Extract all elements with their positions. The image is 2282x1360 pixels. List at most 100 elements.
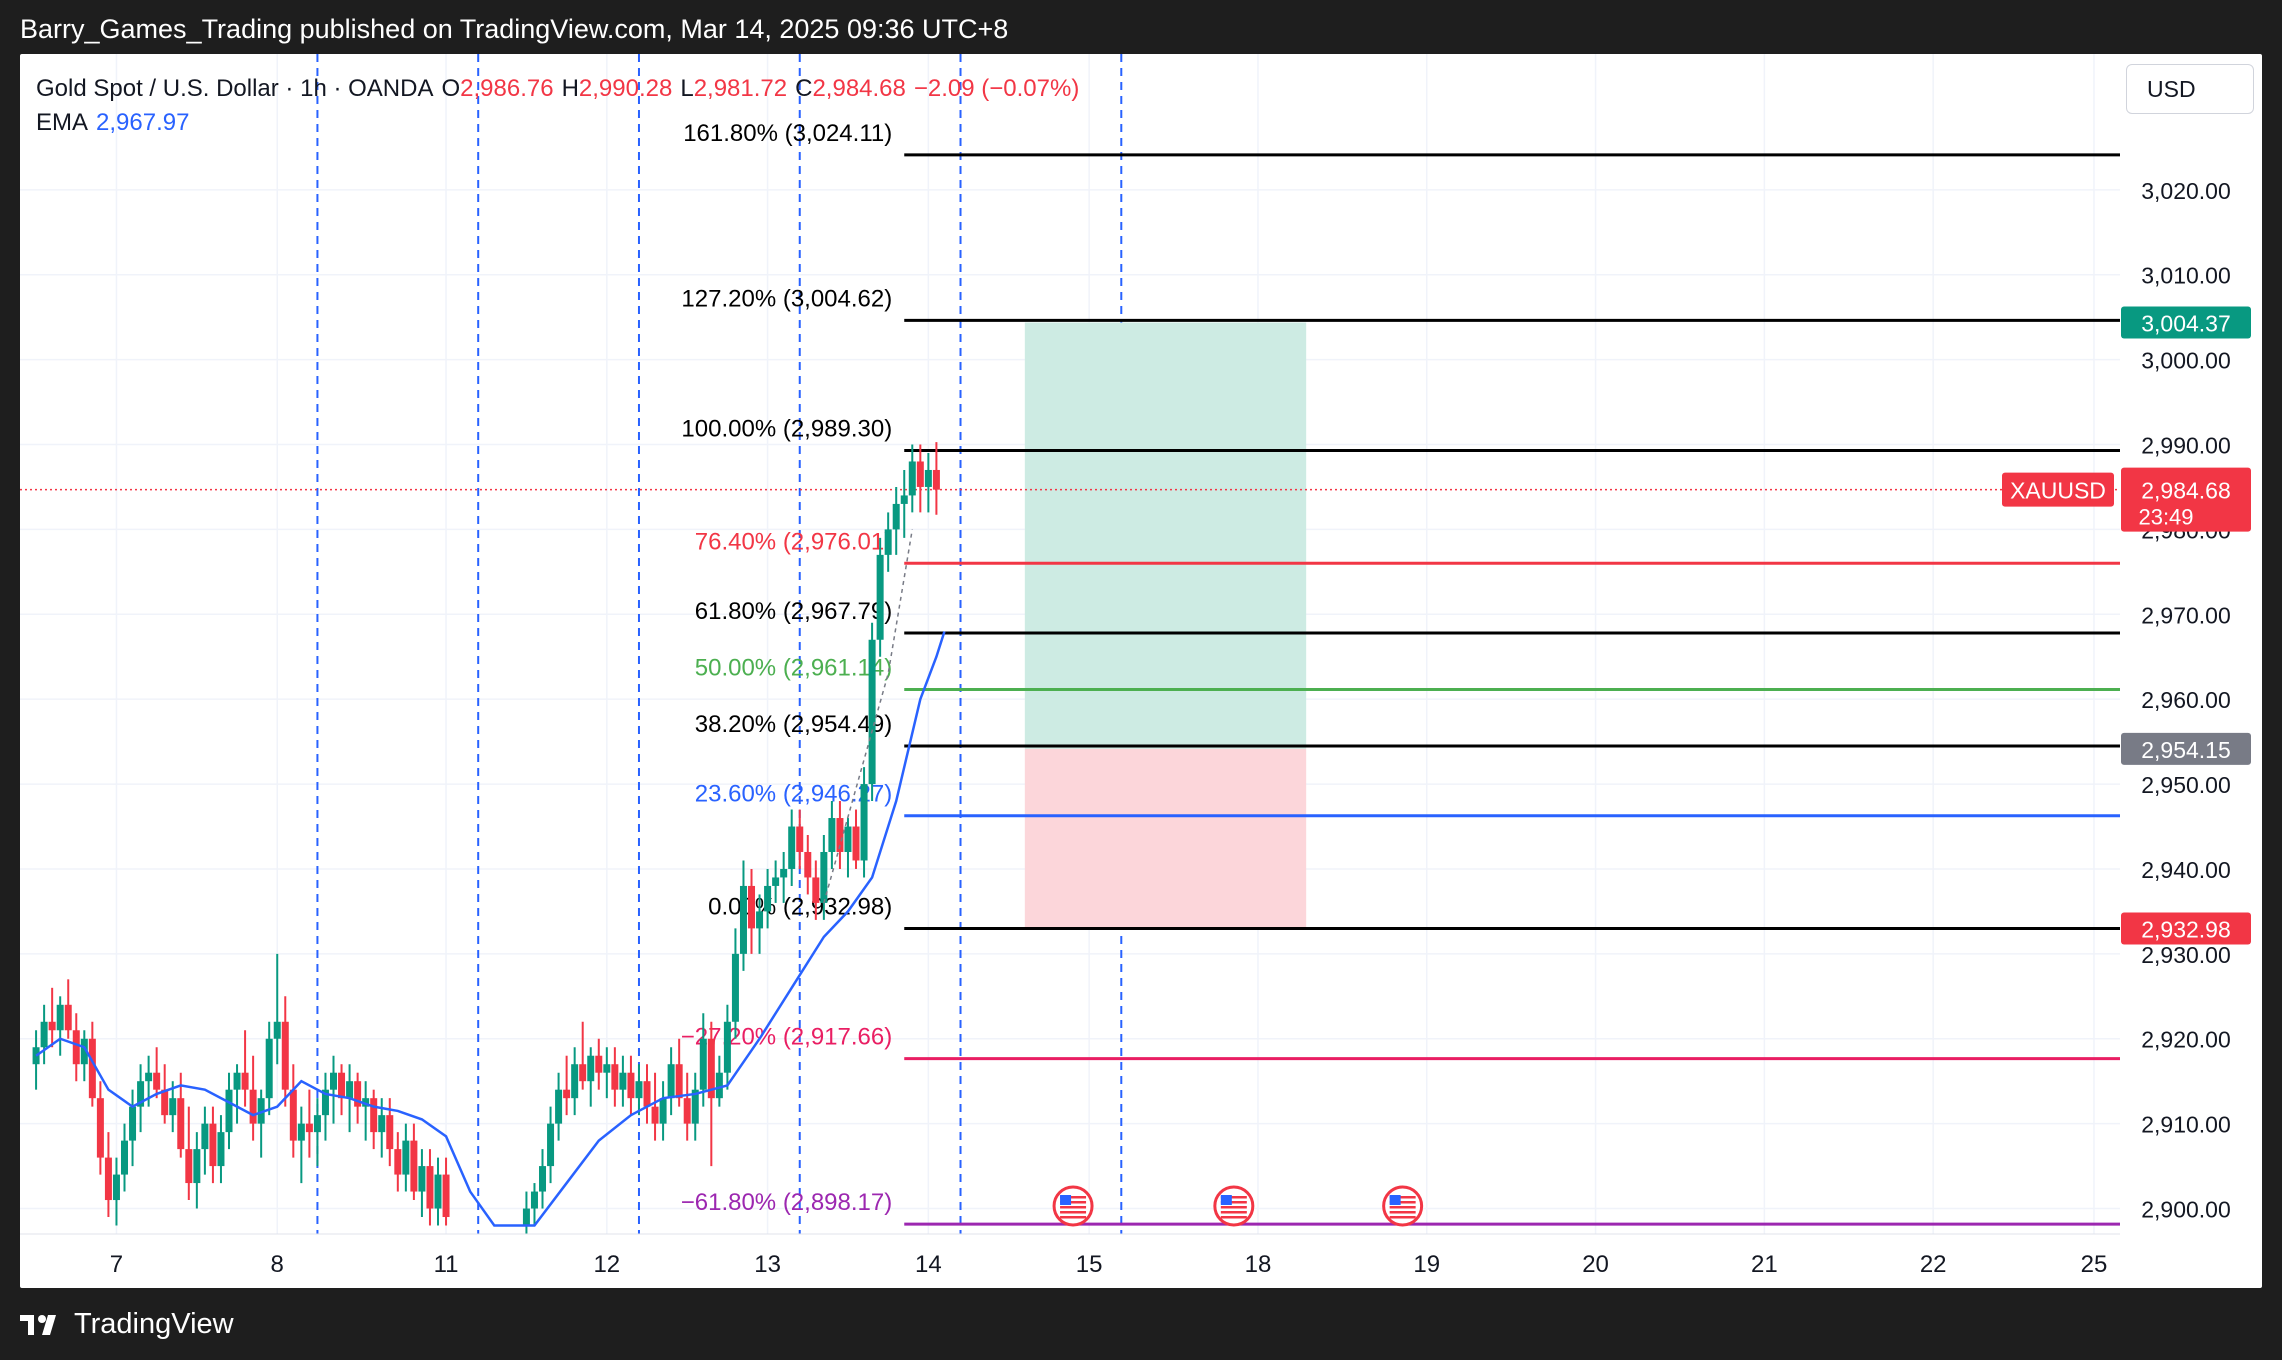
candle <box>764 868 772 929</box>
candle-body <box>772 877 780 886</box>
y-tick-label: 2,960.00 <box>2141 687 2231 713</box>
x-tick-label: 13 <box>754 1251 781 1278</box>
candle <box>233 1064 241 1124</box>
candle <box>876 537 884 657</box>
candle <box>884 512 892 572</box>
candle <box>137 1064 145 1133</box>
candle-body <box>88 1038 96 1099</box>
us-flag-icon <box>1382 1185 1424 1227</box>
price-badge-bg <box>2121 912 2251 945</box>
legend: Gold Spot / U.S. Dollar · 1h · OANDA O 2,… <box>36 72 1079 140</box>
legend-symbol-row: Gold Spot / U.S. Dollar · 1h · OANDA O 2,… <box>36 72 1079 106</box>
candle <box>723 1004 731 1090</box>
symbol-tag: XAUUSD <box>2002 472 2114 507</box>
last-price-bg <box>2121 467 2251 532</box>
candle-body <box>643 1081 651 1107</box>
candle-body <box>354 1081 362 1107</box>
open-label: O <box>441 75 461 102</box>
candle <box>595 1038 603 1090</box>
candle-body <box>273 1021 281 1039</box>
y-tick-label: 2,930.00 <box>2141 942 2231 968</box>
fib-level-label: 100.00% (2,989.30) <box>681 415 892 442</box>
candle-body <box>788 826 796 869</box>
candle <box>64 979 72 1039</box>
candle-body <box>683 1098 691 1124</box>
last-price-text: 2,984.68 <box>2141 478 2231 504</box>
candle <box>402 1123 410 1192</box>
candle-body <box>739 885 747 954</box>
candle-body <box>619 1072 627 1090</box>
candle <box>209 1106 217 1184</box>
candle-body <box>627 1072 635 1099</box>
tradingview-brand[interactable]: TradingView <box>20 1308 234 1341</box>
candle-body <box>530 1191 538 1209</box>
candle-body <box>603 1064 611 1073</box>
us-flag-icon <box>1052 1185 1094 1227</box>
flag-stripe <box>1220 1211 1247 1214</box>
fib-level-label: 38.20% (2,954.49) <box>695 711 892 738</box>
candle-body <box>201 1123 209 1150</box>
candle <box>40 1004 48 1065</box>
low-label: L <box>680 75 694 102</box>
candle-body <box>209 1123 217 1167</box>
candle-body <box>748 885 756 929</box>
candle-body <box>555 1089 563 1124</box>
fib-level-label: 76.40% (2,976.01) <box>695 528 892 555</box>
x-tick-label: 19 <box>1413 1251 1440 1278</box>
candle <box>924 452 932 513</box>
candle-body <box>715 1072 723 1099</box>
chart-panel[interactable]: 161.80% (3,024.11) 127.20% (3,004.62) 100.… <box>20 54 2262 1288</box>
candle <box>241 1030 249 1107</box>
candle <box>80 1030 88 1082</box>
fib-level-label: 0.00% (2,932.98) <box>708 894 892 921</box>
candle-body <box>723 1021 731 1073</box>
legend-ema-row: EMA 2,967.97 <box>36 106 1079 140</box>
flag-stripe <box>1220 1216 1247 1219</box>
candle-body <box>129 1106 137 1141</box>
price-badge-text: 3,004.37 <box>2141 311 2231 337</box>
candle <box>820 835 828 920</box>
x-tick-label: 22 <box>1920 1251 1947 1278</box>
candle-body <box>378 1115 386 1133</box>
candle <box>900 469 908 538</box>
candle <box>739 860 747 971</box>
candle <box>410 1123 418 1201</box>
candle-body <box>233 1072 241 1090</box>
candle-body <box>852 826 860 861</box>
candle-body <box>257 1098 265 1124</box>
candle-body <box>900 495 908 504</box>
candle-body <box>611 1064 619 1090</box>
candle-body <box>667 1064 675 1099</box>
candle-body <box>281 1021 289 1090</box>
candle <box>828 801 836 869</box>
ema-label[interactable]: EMA <box>36 109 89 136</box>
candle <box>313 1098 321 1167</box>
symbol-description[interactable]: Gold Spot / U.S. Dollar · 1h · OANDA <box>36 75 434 102</box>
candle-body <box>675 1064 683 1099</box>
close-label: C <box>795 75 813 102</box>
price-chart[interactable]: 161.80% (3,024.11) 127.20% (3,004.62) 100.… <box>20 54 2262 1288</box>
currency-button[interactable]: USD <box>2126 64 2254 114</box>
candle <box>836 801 844 869</box>
candle <box>354 1072 362 1124</box>
candle-body <box>884 529 892 555</box>
candle <box>281 996 289 1107</box>
candle-body <box>185 1149 193 1184</box>
candle-body <box>96 1098 104 1158</box>
fib-level-label: 61.80% (2,967.79) <box>695 598 892 625</box>
price-badge-bg <box>2121 306 2251 339</box>
flag-canton <box>1220 1195 1232 1205</box>
candle-body <box>104 1157 112 1201</box>
candle <box>772 860 780 903</box>
x-tick-label: 11 <box>434 1251 459 1278</box>
candle-body <box>651 1106 659 1124</box>
y-tick-label: 2,990.00 <box>2141 433 2231 459</box>
close-value: 2,984.68 <box>812 75 906 102</box>
candle <box>603 1047 611 1099</box>
fib-level-label: 161.80% (3,024.11) <box>683 120 892 147</box>
candle-body <box>764 885 772 912</box>
candle <box>651 1072 659 1141</box>
candle <box>707 1021 715 1167</box>
candle <box>48 987 56 1048</box>
